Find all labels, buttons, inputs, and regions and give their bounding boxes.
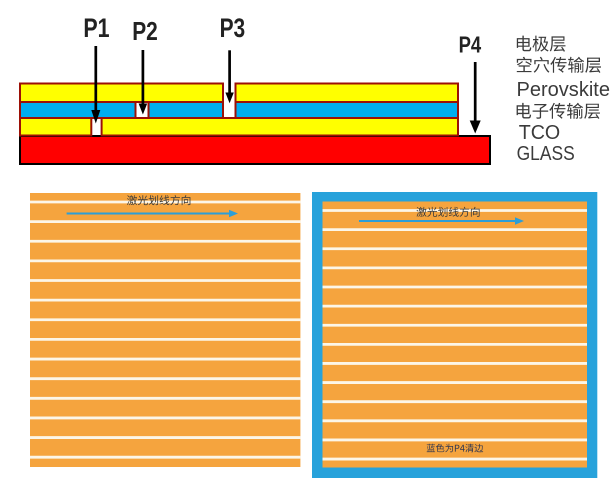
svg-text:GLASS: GLASS <box>517 143 575 165</box>
svg-text:P2: P2 <box>132 16 158 46</box>
svg-text:P1: P1 <box>83 13 109 43</box>
svg-text:Perovskite: Perovskite <box>517 78 611 101</box>
svg-text:TCO: TCO <box>519 122 561 144</box>
svg-text:P4: P4 <box>459 31 482 57</box>
svg-text:P3: P3 <box>220 13 246 43</box>
